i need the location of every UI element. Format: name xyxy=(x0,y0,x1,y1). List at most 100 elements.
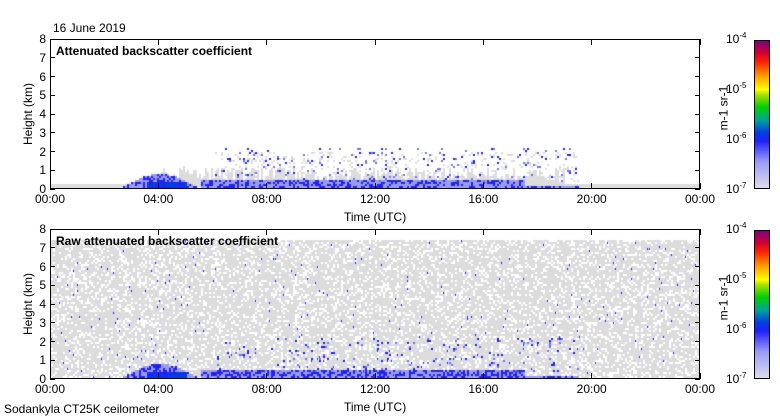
x-tick xyxy=(591,183,593,189)
y-tick xyxy=(695,151,700,152)
y-tick xyxy=(695,378,700,380)
y-tick-label: 0 xyxy=(39,372,46,386)
heatmap-canvas xyxy=(51,40,699,188)
x-tick-label: 04:00 xyxy=(143,382,174,396)
colorbar-tick-label: 10-6 xyxy=(726,321,747,336)
y-tick xyxy=(695,303,700,305)
y-tick-label: 0 xyxy=(39,182,46,196)
plot-panel-1: Attenuated backscatter coefficient xyxy=(50,39,700,189)
colorbar-tick-label: 10-4 xyxy=(726,221,747,236)
y-tick xyxy=(50,188,55,190)
x-tick xyxy=(699,229,701,235)
y-tick xyxy=(695,359,700,361)
y-tick xyxy=(695,284,700,286)
x-tick-label: 00:00 xyxy=(34,192,66,206)
colorbar-unit-label: m-1 sr-1 xyxy=(716,275,731,321)
y-tick xyxy=(50,378,55,380)
y-tick xyxy=(50,76,55,77)
y-tick-label: 1 xyxy=(39,163,46,178)
x-tick-label: 16:00 xyxy=(468,382,499,396)
y-tick-label: 2 xyxy=(39,334,46,349)
footer-label: Sodankyla CT25K ceilometer xyxy=(4,402,160,416)
x-tick xyxy=(591,373,593,379)
y-tick xyxy=(50,57,55,59)
colorbar-tick-label: 10-5 xyxy=(726,81,747,96)
x-tick xyxy=(482,183,484,189)
x-tick xyxy=(482,229,484,235)
y-tick-label: 6 xyxy=(39,69,46,84)
colorbar-unit-label: m-1 sr-1 xyxy=(716,85,731,131)
x-tick xyxy=(49,183,51,189)
y-tick xyxy=(50,228,55,230)
y-tick xyxy=(695,341,700,342)
colorbar-tick-label: 10-6 xyxy=(726,131,747,146)
x-tick xyxy=(374,183,376,189)
y-tick xyxy=(695,188,700,190)
colorbar xyxy=(754,230,770,379)
y-tick xyxy=(50,38,55,40)
y-tick xyxy=(695,169,700,171)
colorbar-tick-label: 10-7 xyxy=(726,181,747,196)
y-tick xyxy=(50,247,55,249)
y-tick xyxy=(695,247,700,249)
x-tick-label: 00:00 xyxy=(684,192,716,206)
x-tick xyxy=(49,373,51,379)
y-tick xyxy=(50,151,55,152)
x-tick xyxy=(699,183,701,189)
y-tick-label: 1 xyxy=(39,353,46,368)
x-axis-label: Time (UTC) xyxy=(344,210,407,224)
x-tick xyxy=(482,39,484,45)
colorbar-tick-label: 10-4 xyxy=(726,31,747,46)
y-tick-label: 8 xyxy=(39,222,46,236)
x-tick xyxy=(157,183,159,189)
y-tick xyxy=(50,359,55,361)
x-tick xyxy=(374,39,376,45)
x-tick-label: 12:00 xyxy=(359,192,391,206)
y-tick-label: 3 xyxy=(39,315,46,330)
x-tick-label: 20:00 xyxy=(576,382,607,396)
x-axis-label: Time (UTC) xyxy=(344,400,407,414)
x-tick xyxy=(266,373,268,379)
colorbar-tick-label: 10-5 xyxy=(726,271,747,286)
x-tick xyxy=(591,229,593,235)
x-tick xyxy=(699,373,701,379)
y-tick xyxy=(50,284,55,286)
date-label: 16 June 2019 xyxy=(53,21,126,35)
y-tick xyxy=(50,132,55,134)
x-tick xyxy=(266,183,268,189)
x-tick-label: 08:00 xyxy=(251,192,282,206)
y-tick xyxy=(50,266,55,267)
plot-title: Attenuated backscatter coefficient xyxy=(56,44,253,58)
y-tick xyxy=(50,341,55,342)
y-tick-label: 4 xyxy=(39,297,46,311)
x-tick-label: 00:00 xyxy=(34,382,66,396)
x-tick xyxy=(591,39,593,45)
x-tick xyxy=(699,39,701,45)
x-tick xyxy=(157,229,159,235)
y-tick xyxy=(50,94,55,96)
plot-panel-2: Raw attenuated backscatter coefficient xyxy=(50,229,700,379)
y-tick xyxy=(695,266,700,267)
y-tick xyxy=(695,113,700,115)
y-tick xyxy=(50,113,55,115)
x-tick xyxy=(266,39,268,45)
y-tick-label: 2 xyxy=(39,144,46,159)
x-tick-label: 16:00 xyxy=(468,192,499,206)
x-tick xyxy=(49,39,51,45)
x-tick xyxy=(482,373,484,379)
y-tick xyxy=(695,228,700,230)
x-tick xyxy=(49,229,51,235)
x-tick xyxy=(374,373,376,379)
colorbar-tick-label: 10-7 xyxy=(726,371,747,386)
x-tick xyxy=(157,39,159,45)
y-tick xyxy=(50,169,55,171)
y-axis-label: Height (km) xyxy=(21,272,36,336)
y-tick-label: 5 xyxy=(39,278,46,293)
y-tick xyxy=(695,132,700,134)
y-tick xyxy=(695,76,700,77)
y-tick-label: 3 xyxy=(39,125,46,140)
colorbar xyxy=(754,40,770,189)
x-tick-label: 04:00 xyxy=(143,192,174,206)
y-tick-label: 6 xyxy=(39,259,46,274)
y-axis-label: Height (km) xyxy=(21,82,36,146)
